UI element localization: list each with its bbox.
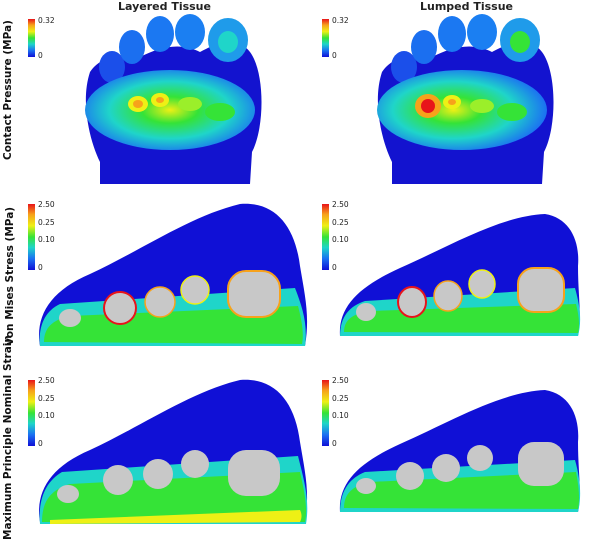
tick-min: 0 xyxy=(38,51,43,60)
tick-0-25: 0.25 xyxy=(38,394,55,403)
bone xyxy=(57,485,79,503)
colorbar xyxy=(28,204,35,270)
tick-2-50: 2.50 xyxy=(332,376,349,385)
tick-0: 0 xyxy=(332,439,337,448)
tick-0-25: 0.25 xyxy=(332,394,349,403)
bone xyxy=(144,286,176,318)
column-title-layered: Layered Tissue xyxy=(118,0,211,13)
colorbar-legend-strain-left: 2.50 0.25 0.10 0 xyxy=(28,377,88,449)
bone xyxy=(227,270,281,318)
bone xyxy=(143,459,173,489)
colorbar xyxy=(28,380,35,446)
stress-plot-layered xyxy=(39,203,308,346)
row-label-von-mises: von Mises Stress (MPa) xyxy=(4,206,16,345)
tick-0-25: 0.25 xyxy=(332,218,349,227)
toe xyxy=(438,16,466,52)
bone xyxy=(356,303,376,321)
colorbar-legend-strain-right: 2.50 0.25 0.10 0 xyxy=(322,377,382,449)
tick-0-10: 0.10 xyxy=(38,411,55,420)
tick-2-50: 2.50 xyxy=(332,200,349,209)
toe xyxy=(99,51,125,83)
colorbar xyxy=(28,19,35,57)
tick-max: 0.32 xyxy=(38,16,55,25)
stress-plot-lumped xyxy=(339,214,581,336)
bone xyxy=(432,454,460,482)
colorbar-legend-pressure-right: 0.32 0 xyxy=(322,16,382,61)
toe xyxy=(175,14,205,50)
strain-plot-lumped xyxy=(339,390,581,512)
pressure-region xyxy=(377,70,547,150)
tick-0-25: 0.25 xyxy=(38,218,55,227)
bone xyxy=(181,450,209,478)
bone xyxy=(228,450,280,496)
tick-0: 0 xyxy=(38,439,43,448)
column-title-lumped: Lumped Tissue xyxy=(420,0,514,13)
toe xyxy=(119,30,145,64)
bone xyxy=(180,275,210,305)
pressure-plot-layered xyxy=(85,14,262,184)
tick-0-10: 0.10 xyxy=(332,235,349,244)
bone xyxy=(467,445,493,471)
row-label-max-strain: Maximum Principle Nominal Strain xyxy=(2,335,14,540)
bone xyxy=(433,280,463,312)
tick-max: 0.32 xyxy=(332,16,349,25)
toe xyxy=(467,14,497,50)
colorbar xyxy=(322,19,329,57)
tick-0-10: 0.10 xyxy=(332,411,349,420)
bone xyxy=(397,286,427,318)
colorbar-legend-pressure-left: 0.32 0 xyxy=(28,16,88,61)
bone xyxy=(103,291,137,325)
strain-plot-layered xyxy=(39,379,308,524)
pressure-region xyxy=(85,70,255,150)
colorbar xyxy=(322,204,329,270)
tick-min: 0 xyxy=(332,51,337,60)
pressure-plot-lumped xyxy=(377,14,554,184)
row-label-contact-pressure: Contact Pressure (MPa) xyxy=(2,20,14,160)
bone xyxy=(468,269,496,299)
tick-2-50: 2.50 xyxy=(38,200,55,209)
tick-0-10: 0.10 xyxy=(38,235,55,244)
tick-0: 0 xyxy=(38,263,43,272)
colorbar-legend-stress-right: 2.50 0.25 0.10 0 xyxy=(322,201,382,273)
bone xyxy=(59,309,81,327)
tick-2-50: 2.50 xyxy=(38,376,55,385)
bone xyxy=(396,462,424,490)
bone xyxy=(103,465,133,495)
colorbar-legend-stress-left: 2.50 0.25 0.10 0 xyxy=(28,201,88,273)
bone xyxy=(517,267,565,313)
bone xyxy=(518,442,564,486)
bone xyxy=(356,478,376,494)
tick-0: 0 xyxy=(332,263,337,272)
toe xyxy=(146,16,174,52)
toe xyxy=(411,30,437,64)
toe xyxy=(391,51,417,83)
colorbar xyxy=(322,380,329,446)
